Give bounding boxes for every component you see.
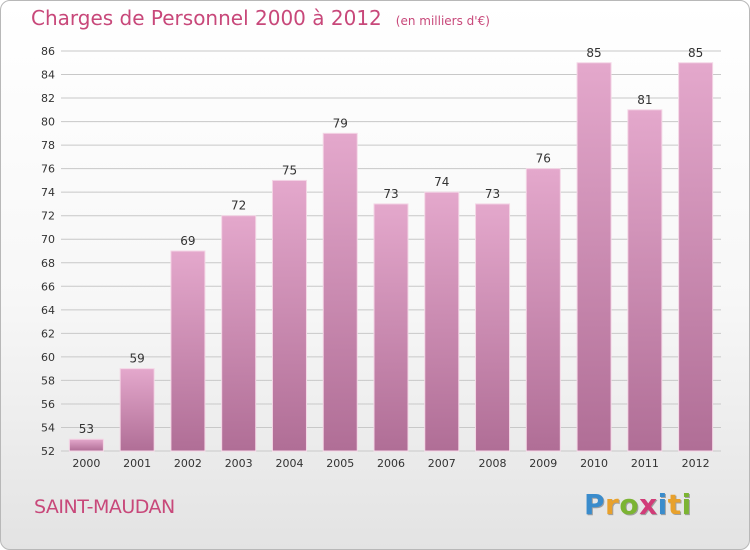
bar xyxy=(424,191,460,452)
x-tick-label: 2009 xyxy=(529,457,557,470)
data-labels: 53 59 69 72 75 79 73 74 73 76 85 81 85 xyxy=(79,46,704,436)
y-tick-label: 54 xyxy=(41,421,55,434)
y-tick-label: 56 xyxy=(41,398,55,411)
x-tick-label: 2001 xyxy=(123,457,151,470)
y-tick-label: 78 xyxy=(41,139,55,152)
logo-letter: i xyxy=(681,488,692,521)
data-label: 85 xyxy=(586,46,601,60)
bar xyxy=(627,109,663,452)
bar xyxy=(475,203,511,452)
data-label: 74 xyxy=(434,175,449,189)
x-tick-label: 2005 xyxy=(326,457,354,470)
bar xyxy=(221,215,257,452)
y-tick-label: 76 xyxy=(41,163,55,176)
y-tick-label: 64 xyxy=(41,304,55,317)
logo-letter: x xyxy=(639,488,658,521)
data-label: 72 xyxy=(231,199,246,213)
x-tick-label: 2008 xyxy=(479,457,507,470)
bar xyxy=(576,62,612,452)
y-tick-label: 80 xyxy=(41,116,55,129)
y-tick-label: 70 xyxy=(41,233,55,246)
data-label: 81 xyxy=(637,93,652,107)
x-tick-label: 2012 xyxy=(682,457,710,470)
title-text: Charges de Personnel 2000 à 2012 xyxy=(31,6,382,30)
x-tick-label: 2011 xyxy=(631,457,659,470)
logo-letter: o xyxy=(619,488,640,521)
y-axis-ticks: 52 54 56 58 60 62 64 66 68 70 72 74 76 78 80 82 84 86 xyxy=(41,45,55,458)
y-tick-label: 74 xyxy=(41,186,55,199)
bar xyxy=(170,250,206,452)
x-tick-label: 2010 xyxy=(580,457,608,470)
data-label: 76 xyxy=(536,152,551,166)
x-axis-ticks: 2000 2001 2002 2003 2004 2005 2006 2007 2008 2009… xyxy=(72,457,709,470)
logo-letter: r xyxy=(605,488,620,521)
data-label: 73 xyxy=(383,187,398,201)
y-tick-label: 68 xyxy=(41,257,55,270)
y-tick-label: 58 xyxy=(41,374,55,387)
y-tick-label: 52 xyxy=(41,445,55,458)
bar xyxy=(119,368,155,452)
chart-title: Charges de Personnel 2000 à 2012 (en mill… xyxy=(31,6,490,30)
x-tick-label: 2003 xyxy=(225,457,253,470)
y-tick-label: 62 xyxy=(41,327,55,340)
data-label: 75 xyxy=(282,163,297,177)
chart-subtitle: (en milliers d'€) xyxy=(395,14,490,28)
x-tick-label: 2004 xyxy=(275,457,303,470)
bars xyxy=(68,62,714,452)
x-tick-label: 2006 xyxy=(377,457,405,470)
data-label: 53 xyxy=(79,422,94,436)
y-tick-label: 72 xyxy=(41,210,55,223)
logo-letter: t xyxy=(667,488,682,521)
bar xyxy=(525,168,561,452)
data-label: 85 xyxy=(688,46,703,60)
proxiti-logo: Proxiti xyxy=(584,488,692,521)
bar xyxy=(373,203,409,452)
x-tick-label: 2002 xyxy=(174,457,202,470)
data-label: 69 xyxy=(180,234,195,248)
data-label: 79 xyxy=(333,116,348,130)
x-tick-label: 2007 xyxy=(428,457,456,470)
bar xyxy=(271,179,307,452)
logo-letter: P xyxy=(584,488,606,521)
y-tick-label: 66 xyxy=(41,280,55,293)
x-tick-label: 2000 xyxy=(72,457,100,470)
y-tick-label: 86 xyxy=(41,45,55,58)
y-tick-label: 60 xyxy=(41,351,55,364)
logo-letter: i xyxy=(657,488,668,521)
data-label: 73 xyxy=(485,187,500,201)
y-tick-label: 82 xyxy=(41,92,55,105)
bar xyxy=(322,132,358,452)
data-label: 59 xyxy=(130,352,145,366)
bar xyxy=(68,438,104,452)
bar xyxy=(678,62,714,452)
commune-name: SAINT-MAUDAN xyxy=(34,496,175,518)
y-tick-label: 84 xyxy=(41,69,55,82)
